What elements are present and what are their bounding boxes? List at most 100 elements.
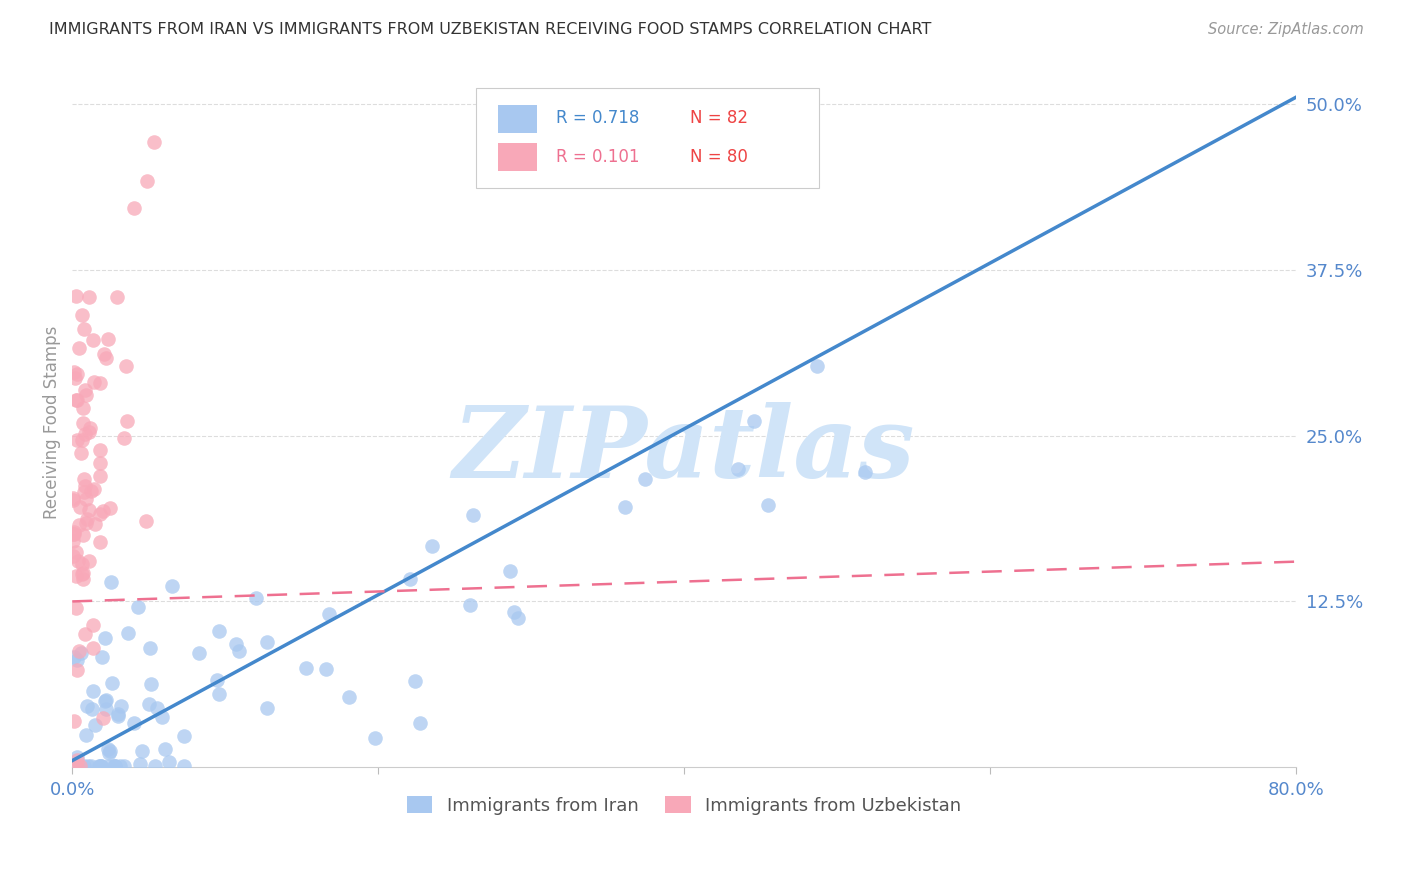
Point [98,746,121,760]
Point [101,675,124,690]
Point [84,517,107,532]
Point [89,457,111,471]
Point [115,413,138,427]
Point [256,635,278,649]
Point [205,673,228,687]
Point [75,627,97,641]
Point [614,500,637,515]
Text: ZIPatlas: ZIPatlas [453,401,915,499]
Point [460,598,482,612]
Point [75,516,97,531]
Point [108,759,131,773]
Point [499,564,522,578]
Point [63,524,86,539]
Point [315,662,337,676]
Point [103,759,125,773]
Point [122,715,145,730]
Point [70,566,93,581]
Point [153,741,176,756]
Point [63,714,86,728]
Point [136,174,159,188]
Point [69,759,91,773]
Point [66,753,89,767]
Point [72,434,94,448]
Point [157,756,180,770]
Point [66,433,89,447]
Point [82,641,104,656]
Point [104,759,127,773]
Point [75,729,97,743]
Point [91,711,114,725]
Point [115,359,138,373]
Point [208,624,231,639]
Point [173,759,195,773]
Point [89,508,111,522]
Point [89,442,111,457]
Point [461,508,484,523]
Point [110,698,132,713]
Point [82,683,104,698]
Point [107,708,129,723]
Point [83,483,105,497]
Point [72,472,94,486]
Point [93,347,115,361]
Point [70,558,93,572]
Point [96,351,118,366]
Point [105,290,128,304]
Point [70,446,93,460]
Point [187,646,209,660]
Point [84,717,107,731]
Point [79,554,101,568]
Point [82,333,104,347]
Text: N = 82: N = 82 [690,109,748,128]
Point [62,492,84,507]
Point [727,462,749,476]
Point [82,618,104,632]
Point [409,715,432,730]
Point [422,540,444,554]
Point [72,416,94,430]
Point [66,664,89,678]
Point [117,626,139,640]
Point [131,744,153,758]
Point [72,401,94,416]
Point [337,690,360,704]
FancyBboxPatch shape [498,143,537,170]
Point [256,700,278,714]
Point [65,759,87,773]
Point [79,425,101,440]
Point [79,291,101,305]
Point [104,759,127,773]
Point [75,492,97,507]
Point [65,289,87,303]
Point [62,527,84,541]
Point [67,341,90,355]
Point [127,599,149,614]
Point [245,591,267,606]
Point [87,759,110,773]
Text: Source: ZipAtlas.com: Source: ZipAtlas.com [1208,22,1364,37]
Point [70,308,93,322]
Point [62,650,84,665]
Point [173,729,195,743]
Point [62,526,84,541]
Point [90,759,112,773]
Point [75,388,97,402]
Text: IMMIGRANTS FROM IRAN VS IMMIGRANTS FROM UZBEKISTAN RECEIVING FOOD STAMPS CORRELA: IMMIGRANTS FROM IRAN VS IMMIGRANTS FROM … [49,22,932,37]
Point [65,601,87,615]
Point [72,528,94,542]
Point [228,644,250,658]
Point [66,393,89,408]
Point [76,512,98,526]
Point [398,572,420,586]
Point [66,368,89,382]
Point [72,566,94,580]
Point [62,365,84,379]
Point [67,517,90,532]
Point [98,744,121,758]
Point [80,483,103,498]
Point [128,757,150,772]
Point [62,533,84,548]
Point [76,698,98,713]
Point [73,479,96,493]
